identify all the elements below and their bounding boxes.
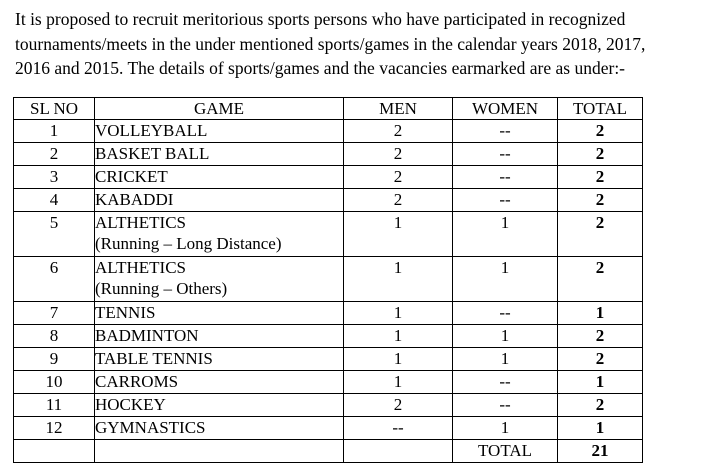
table-row: 8 BADMINTON 1 1 2 [13,324,643,348]
women-cell: 1 [452,324,558,348]
table-row: 1 VOLLEYBALL 2 -- 2 [13,119,643,143]
total-cell: 2 [557,324,643,348]
sl-cell: 5 [13,211,95,257]
women-cell: -- [452,188,558,212]
game-cell: BASKET BALL [94,142,344,166]
total-cell: 2 [557,142,643,166]
total-cell: 2 [557,119,643,143]
game-cell: CRICKET [94,165,344,189]
women-cell: -- [452,142,558,166]
men-cell: 1 [343,211,453,257]
table-row: 6 ALTHETICS (Running – Others) 1 1 2 [13,256,643,302]
sl-cell: 1 [13,119,95,143]
intro-paragraph: It is proposed to recruit meritorious sp… [15,7,710,81]
total-cell: 1 [557,416,643,440]
men-cell: 1 [343,370,453,394]
sl-cell: 8 [13,324,95,348]
men-cell: 2 [343,119,453,143]
men-cell: 2 [343,142,453,166]
empty-cell [94,439,344,463]
women-cell: -- [452,119,558,143]
men-cell: 2 [343,393,453,417]
empty-cell [343,439,453,463]
women-cell: -- [452,301,558,325]
game-cell: BADMINTON [94,324,344,348]
total-cell: 2 [557,347,643,371]
sl-cell: 10 [13,370,95,394]
sl-cell: 4 [13,188,95,212]
men-cell: 1 [343,301,453,325]
women-cell: -- [452,393,558,417]
game-cell: GYMNASTICS [94,416,344,440]
game-cell: TABLE TENNIS [94,347,344,371]
game-cell: ALTHETICS (Running – Long Distance) [94,211,344,257]
sl-cell: 11 [13,393,95,417]
game-cell: HOCKEY [94,393,344,417]
men-cell: 1 [343,347,453,371]
women-cell: -- [452,165,558,189]
game-cell: KABADDI [94,188,344,212]
women-cell: 1 [452,211,558,257]
game-cell: VOLLEYBALL [94,119,344,143]
total-label: TOTAL [452,439,558,463]
women-cell: 1 [452,416,558,440]
table-row: 12 GYMNASTICS -- 1 1 [13,416,643,440]
table-row: 7 TENNIS 1 -- 1 [13,301,643,325]
table-row: 2 BASKET BALL 2 -- 2 [13,142,643,166]
table-row: 3 CRICKET 2 -- 2 [13,165,643,189]
sl-cell: 6 [13,256,95,302]
sl-cell: 3 [13,165,95,189]
table-row: 5 ALTHETICS (Running – Long Distance) 1 … [13,211,643,257]
total-cell: 2 [557,188,643,212]
game-cell: CARROMS [94,370,344,394]
intro-line: tournaments/meets in the under mentioned… [15,33,646,54]
total-cell: 2 [557,256,643,302]
sl-cell: 12 [13,416,95,440]
total-cell: 2 [557,211,643,257]
men-cell: 2 [343,188,453,212]
header-women: WOMEN [452,97,558,120]
total-cell: 2 [557,165,643,189]
total-cell: 1 [557,301,643,325]
table-header-row: SL NO GAME MEN WOMEN TOTAL [13,97,643,120]
header-game: GAME [94,97,344,120]
header-men: MEN [343,97,453,120]
grand-total: 21 [557,439,643,463]
game-subtitle: (Running – Others) [95,279,228,298]
men-cell: 1 [343,256,453,302]
intro-line: 2016 and 2015. The details of sports/gam… [15,58,626,78]
header-sl-no: SL NO [13,97,95,120]
women-cell: 1 [452,256,558,302]
sl-cell: 9 [13,347,95,371]
sl-cell: 7 [13,301,95,325]
game-name: ALTHETICS [95,213,186,232]
women-cell: -- [452,370,558,394]
men-cell: 2 [343,165,453,189]
table-total-row: TOTAL 21 [13,439,643,463]
table-row: 9 TABLE TENNIS 1 1 2 [13,347,643,371]
game-cell: ALTHETICS (Running – Others) [94,256,344,302]
men-cell: 1 [343,324,453,348]
women-cell: 1 [452,347,558,371]
table-row: 10 CARROMS 1 -- 1 [13,370,643,394]
total-cell: 1 [557,370,643,394]
game-cell: TENNIS [94,301,344,325]
empty-cell [13,439,95,463]
intro-line: It is proposed to recruit meritorious sp… [15,9,626,29]
header-total: TOTAL [557,97,643,120]
vacancies-table: SL NO GAME MEN WOMEN TOTAL 1 VOLLEYBALL … [13,97,643,463]
table-row: 4 KABADDI 2 -- 2 [13,188,643,212]
game-subtitle: (Running – Long Distance) [95,234,282,253]
total-cell: 2 [557,393,643,417]
sl-cell: 2 [13,142,95,166]
men-cell: -- [343,416,453,440]
game-name: ALTHETICS [95,258,186,277]
table-row: 11 HOCKEY 2 -- 2 [13,393,643,417]
